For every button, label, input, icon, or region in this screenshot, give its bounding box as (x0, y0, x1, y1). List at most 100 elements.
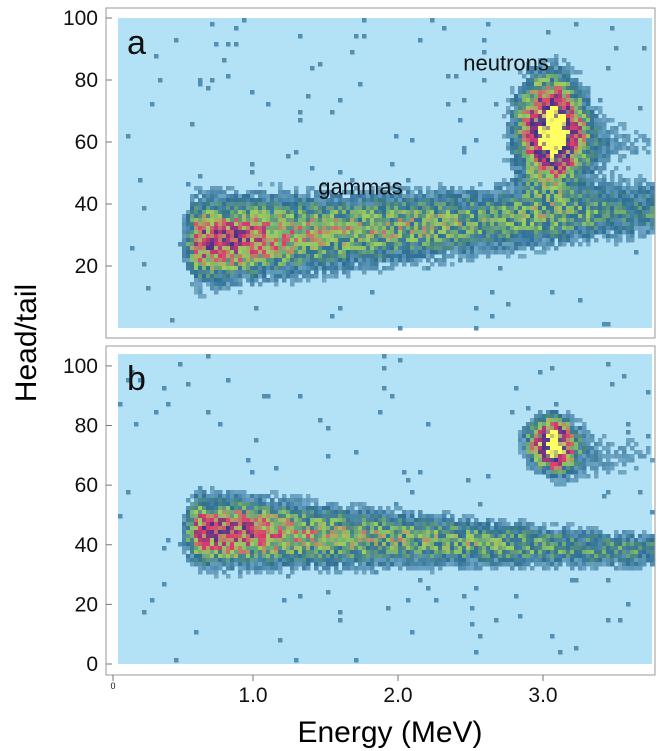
heatmap-cell (518, 118, 523, 123)
heatmap-cell (210, 522, 215, 527)
heatmap-cell (618, 446, 623, 451)
heatmap-cell (598, 546, 603, 551)
heatmap-cell (518, 106, 523, 111)
heatmap-cell (226, 226, 231, 231)
heatmap-cell (366, 518, 371, 523)
heatmap-cell (438, 198, 443, 203)
heatmap-cell (554, 450, 559, 455)
heatmap-cell (522, 558, 527, 563)
heatmap-cell (622, 134, 627, 139)
heatmap-cell (586, 450, 591, 455)
heatmap-cell (554, 534, 559, 539)
heatmap-cell (218, 530, 223, 535)
heatmap-cell (534, 106, 539, 111)
heatmap-cell (386, 254, 391, 259)
heatmap-cell (450, 226, 455, 231)
heatmap-cell (574, 118, 579, 123)
heatmap-cell (550, 178, 555, 183)
heatmap-cell (578, 230, 583, 235)
heatmap-cell (510, 542, 515, 547)
heatmap-cell (530, 222, 535, 227)
heatmap-cell (602, 558, 607, 563)
heatmap-cell (470, 554, 475, 559)
heatmap-cell (366, 266, 371, 271)
heatmap-cell (354, 530, 359, 535)
heatmap-cell (278, 210, 283, 215)
heatmap-cell (578, 126, 583, 131)
heatmap-cell (246, 250, 251, 255)
heatmap-cell (626, 202, 631, 207)
heatmap-cell (382, 258, 387, 263)
heatmap-cell (518, 138, 523, 143)
heatmap-cell (194, 518, 199, 523)
heatmap-cell (618, 190, 623, 195)
heatmap-cell (582, 430, 587, 435)
heatmap-cell (330, 546, 335, 551)
heatmap-cell (330, 210, 335, 215)
heatmap-cell (466, 514, 471, 519)
heatmap-cell (306, 262, 311, 267)
heatmap-cell (354, 266, 359, 271)
heatmap-cell (562, 526, 567, 531)
heatmap-cell (526, 210, 531, 215)
heatmap-cell (410, 554, 415, 559)
heatmap-cell (562, 130, 567, 135)
heatmap-cell (378, 214, 383, 219)
heatmap-cell (206, 530, 211, 535)
heatmap-cell (362, 554, 367, 559)
heatmap-cell (294, 554, 299, 559)
heatmap-cell (622, 470, 627, 475)
heatmap-cell (582, 86, 587, 91)
heatmap-cell (642, 146, 647, 151)
heatmap-cell (494, 198, 499, 203)
heatmap-cell (246, 218, 251, 223)
heatmap-cell (518, 178, 523, 183)
heatmap-cell (554, 70, 559, 75)
heatmap-cell (642, 214, 647, 219)
heatmap-cell (238, 270, 243, 275)
heatmap-cell (246, 210, 251, 215)
heatmap-cell (454, 554, 459, 559)
heatmap-cell (346, 258, 351, 263)
heatmap-cell (238, 214, 243, 219)
heatmap-cell (322, 562, 327, 567)
heatmap-cell (438, 262, 443, 267)
heatmap-cell (262, 242, 267, 247)
heatmap-cell (638, 198, 643, 203)
heatmap-cell (554, 442, 559, 447)
heatmap-cell (562, 442, 567, 447)
heatmap-cell (362, 230, 367, 235)
heatmap-cell (566, 434, 571, 439)
heatmap-cell (506, 210, 511, 215)
heatmap-cell (558, 418, 563, 423)
heatmap-cell (254, 274, 259, 279)
heatmap-cell (562, 194, 567, 199)
heatmap-cell (554, 110, 559, 115)
heatmap-cell (382, 562, 387, 567)
heatmap-cell (282, 258, 287, 263)
heatmap-cell (558, 194, 563, 199)
heatmap-cell (318, 534, 323, 539)
heatmap-cell (206, 190, 211, 195)
heatmap-cell (462, 194, 467, 199)
heatmap-cell (282, 522, 287, 527)
heatmap-cell (546, 174, 551, 179)
heatmap-cell (306, 530, 311, 535)
heatmap-cell (290, 266, 295, 271)
heatmap-cell (570, 546, 575, 551)
heatmap-cell (194, 510, 199, 515)
heatmap-cell (366, 226, 371, 231)
heatmap-cell (302, 546, 307, 551)
heatmap-cell (278, 194, 283, 199)
heatmap-cell (466, 554, 471, 559)
heatmap-cell (238, 242, 243, 247)
heatmap-cell (430, 18, 435, 23)
heatmap-cell (294, 530, 299, 535)
heatmap-cell (550, 218, 555, 223)
heatmap-cell (294, 198, 299, 203)
heatmap-cell (194, 530, 199, 535)
heatmap-cell (246, 458, 251, 463)
heatmap-cell (226, 186, 231, 191)
heatmap-cell (518, 218, 523, 223)
